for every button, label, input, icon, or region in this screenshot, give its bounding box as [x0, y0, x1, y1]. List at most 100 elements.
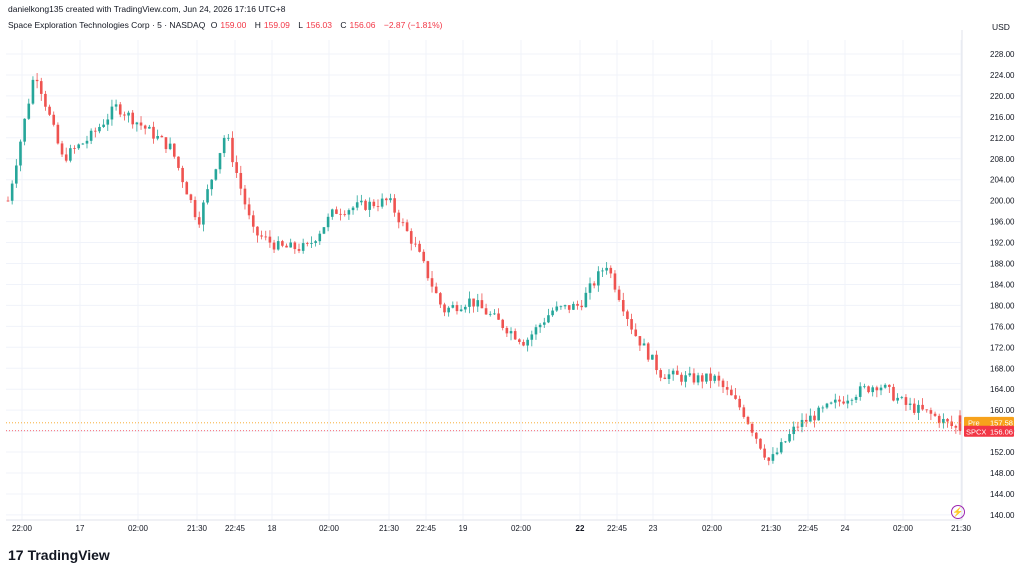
candle-body: [563, 305, 567, 307]
candle-body: [833, 399, 837, 403]
candle-body: [459, 309, 463, 312]
candle-body: [746, 416, 750, 424]
candle-body: [355, 202, 359, 208]
candle-body: [118, 104, 122, 115]
candle-body: [98, 126, 101, 132]
candle-body: [463, 306, 467, 310]
price-tick-label: 148.00: [990, 469, 1015, 478]
candle-body: [401, 222, 405, 224]
price-tick-label: 160.00: [990, 406, 1015, 415]
price-tick-label: 164.00: [990, 385, 1015, 394]
last-price-tag: [964, 425, 1014, 437]
candle-body: [518, 339, 521, 342]
candle-body: [19, 141, 22, 166]
candle-body: [567, 305, 571, 310]
candle-body: [526, 339, 529, 346]
candle-body: [592, 283, 596, 286]
time-tick-label: 21:30: [761, 524, 782, 533]
candle-body: [69, 148, 72, 161]
candle-body: [31, 79, 35, 104]
price-tick-label: 228.00: [990, 50, 1015, 59]
candle-body: [771, 454, 775, 461]
candle-body: [651, 354, 654, 360]
candle-body: [900, 397, 904, 398]
high-value: 159.09: [263, 20, 290, 30]
candle-body: [193, 199, 197, 218]
candle-body: [542, 322, 546, 325]
candle-body: [522, 341, 525, 346]
chart-attribution: danielkong135 created with TradingView.c…: [8, 4, 286, 14]
candle-body: [630, 319, 633, 330]
candle-body: [921, 404, 924, 410]
candle-body: [597, 271, 600, 286]
candle-body: [106, 119, 110, 125]
candle-body: [94, 130, 97, 132]
time-axis[interactable]: 22:00 17 02:00 21:30 22:45 18 02:00 21:30 22:45 1…: [6, 519, 972, 533]
ohlc-values: O 159.00 H 159.09 L 156.03 C 156.06 −2.87 (−…: [210, 20, 443, 30]
candle-body: [318, 233, 322, 242]
price-lines: Pre 157.58 SPCX 156.06: [6, 416, 1014, 437]
candle-body: [322, 227, 326, 234]
candle-body: [181, 167, 184, 183]
candle-body: [634, 329, 638, 337]
candle-body: [655, 354, 658, 371]
candle-body: [779, 442, 783, 453]
candle-body: [185, 182, 189, 195]
candle-body: [189, 194, 193, 200]
candle-body: [23, 118, 26, 142]
candle-body: [77, 144, 80, 149]
price-axis[interactable]: USD 228.00 224.00 220.00 216.00 212.00 208.00 2…: [961, 22, 1015, 520]
replay-icon[interactable]: ⚡: [951, 505, 965, 519]
candle-body: [750, 423, 754, 433]
candle-body: [908, 403, 912, 405]
candle-body: [177, 156, 180, 168]
candle-body: [480, 300, 484, 309]
candle-body: [260, 235, 263, 237]
symbol-name: Space Exploration Technologies Corp · 5 …: [8, 20, 206, 30]
candle-body: [301, 243, 305, 251]
candle-body: [443, 304, 446, 313]
candle-body: [152, 126, 155, 139]
candle-body: [842, 401, 845, 404]
candle-body: [330, 209, 334, 217]
candle-body: [867, 386, 870, 393]
candle-body: [888, 384, 891, 387]
candle-body: [35, 79, 39, 82]
price-tick-label: 188.00: [990, 260, 1015, 269]
time-tick-label: 22:45: [798, 524, 819, 533]
candle-body: [759, 438, 762, 449]
candle-body: [10, 183, 14, 201]
candle-body: [272, 242, 276, 250]
last-price-value: 156.06: [990, 427, 1013, 436]
change-value: −2.87 (−1.81%): [383, 20, 443, 30]
candle-body: [838, 399, 841, 402]
candle-body: [60, 143, 64, 155]
candle-body: [210, 179, 214, 190]
candle-body: [243, 188, 247, 205]
candle-body: [896, 397, 899, 401]
candle-body: [385, 198, 388, 201]
candle-body: [572, 303, 575, 310]
candle-body: [81, 143, 85, 145]
candle-body: [368, 201, 371, 210]
time-tick-label: 22:45: [225, 524, 246, 533]
candle-body: [705, 373, 708, 382]
candle-body: [85, 140, 89, 144]
time-tick-label: 02:00: [702, 524, 723, 533]
candle-body: [281, 241, 284, 246]
candle-body: [143, 125, 147, 129]
tradingview-logo-icon: 17: [8, 547, 24, 563]
price-tick-label: 176.00: [990, 322, 1015, 331]
candle-body: [621, 300, 625, 312]
candle-body: [114, 104, 118, 107]
price-tick-label: 180.00: [990, 301, 1015, 310]
candle-body: [538, 324, 542, 328]
time-tick-label: 02:00: [893, 524, 914, 533]
candle-body: [912, 403, 916, 413]
candle-body: [409, 231, 413, 244]
price-tick-label: 216.00: [990, 113, 1015, 122]
candle-body: [954, 426, 958, 428]
candle-body: [168, 143, 172, 150]
pre-market-price-value: 157.58: [990, 418, 1013, 427]
